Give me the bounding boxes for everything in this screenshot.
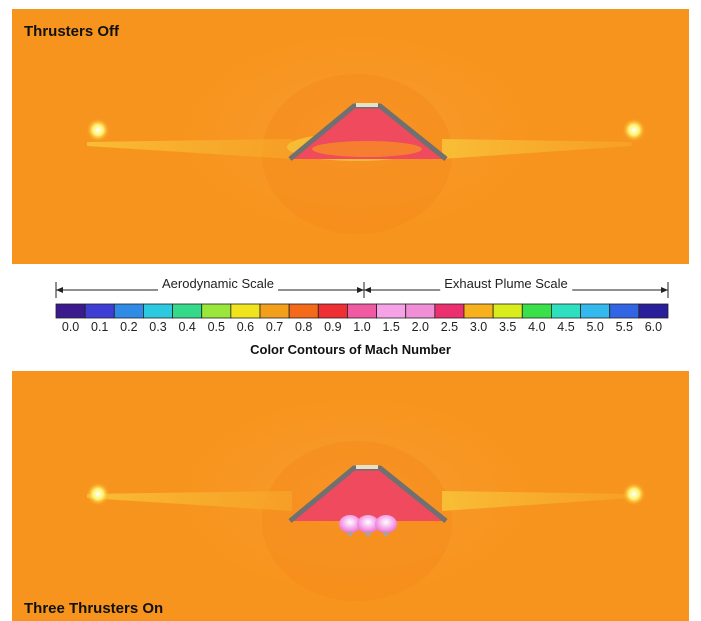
flow-field-thrusters-on [12, 371, 689, 621]
color-swatch [347, 303, 377, 319]
color-swatch [492, 303, 523, 319]
body-shape [292, 469, 442, 521]
thruster-plumes [339, 515, 397, 537]
color-swatch [230, 303, 261, 319]
color-legend: Aerodynamic Scale Exhaust Plume Scale 0.… [0, 264, 701, 371]
color-swatch [376, 303, 407, 319]
aerodynamic-scale-label: Aerodynamic Scale [158, 276, 278, 291]
tick-label: 0.4 [178, 320, 196, 334]
panel-thrusters-off: Thrusters Off [12, 9, 689, 264]
left-vortex-dot [86, 482, 110, 506]
color-swatch [405, 303, 436, 319]
color-swatch [317, 303, 348, 319]
color-swatch [288, 303, 319, 319]
right-vortex-dot [622, 482, 646, 506]
tick-label: 0.7 [265, 320, 284, 334]
tick-label: 0.1 [91, 320, 109, 334]
tick-label: 0.9 [324, 320, 342, 334]
wake-left [87, 139, 292, 159]
tick-label: 3.0 [469, 320, 488, 334]
tick-label: 0.3 [149, 320, 167, 334]
tick-label: 5.0 [586, 320, 604, 334]
wake-left [87, 491, 292, 511]
tick-label: 0.6 [236, 320, 255, 334]
color-swatch [201, 303, 232, 319]
color-swatch [55, 303, 86, 319]
tick-label: 5.5 [615, 320, 633, 334]
panel-three-thrusters-on: Three Thrusters On [12, 371, 689, 621]
legend-scale-graphic [55, 282, 669, 319]
color-swatch [259, 303, 290, 319]
color-swatch [143, 303, 173, 319]
tick-label: 0.2 [120, 320, 138, 334]
wake-right [442, 139, 632, 159]
tick-label: 1.5 [382, 320, 400, 334]
tick-label: 3.5 [499, 320, 517, 334]
color-swatch [463, 303, 494, 319]
tick-label: 6.0 [644, 320, 663, 334]
tick-label: 0.8 [295, 320, 313, 334]
wake-right [442, 491, 632, 511]
flow-field-thrusters-off [12, 9, 689, 264]
color-swatch [113, 303, 144, 319]
color-swatch [638, 303, 669, 319]
panel-title-three-thrusters-on: Three Thrusters On [24, 600, 164, 617]
left-vortex-dot [86, 118, 110, 142]
tick-label: 4.5 [557, 320, 575, 334]
legend-title: Color Contours of Mach Number [250, 342, 451, 357]
tick-label: 1.0 [353, 320, 371, 334]
tick-label: 2.5 [440, 320, 459, 334]
color-swatch [434, 303, 465, 319]
tick-label: 0.5 [207, 320, 225, 334]
color-swatch [609, 303, 640, 319]
tick-label: 2.0 [411, 320, 429, 334]
color-swatch [172, 303, 203, 319]
exhaust-plume-scale-label: Exhaust Plume Scale [440, 276, 572, 291]
color-swatch [521, 303, 552, 319]
right-vortex-dot [622, 118, 646, 142]
color-bar [55, 303, 669, 319]
color-swatch [551, 303, 581, 319]
tick-label: 4.0 [528, 320, 546, 334]
tick-label: 0.0 [61, 320, 80, 334]
color-swatch [84, 303, 115, 319]
color-swatch [580, 303, 611, 319]
panel-title-thrusters-off: Thrusters Off [24, 23, 120, 40]
